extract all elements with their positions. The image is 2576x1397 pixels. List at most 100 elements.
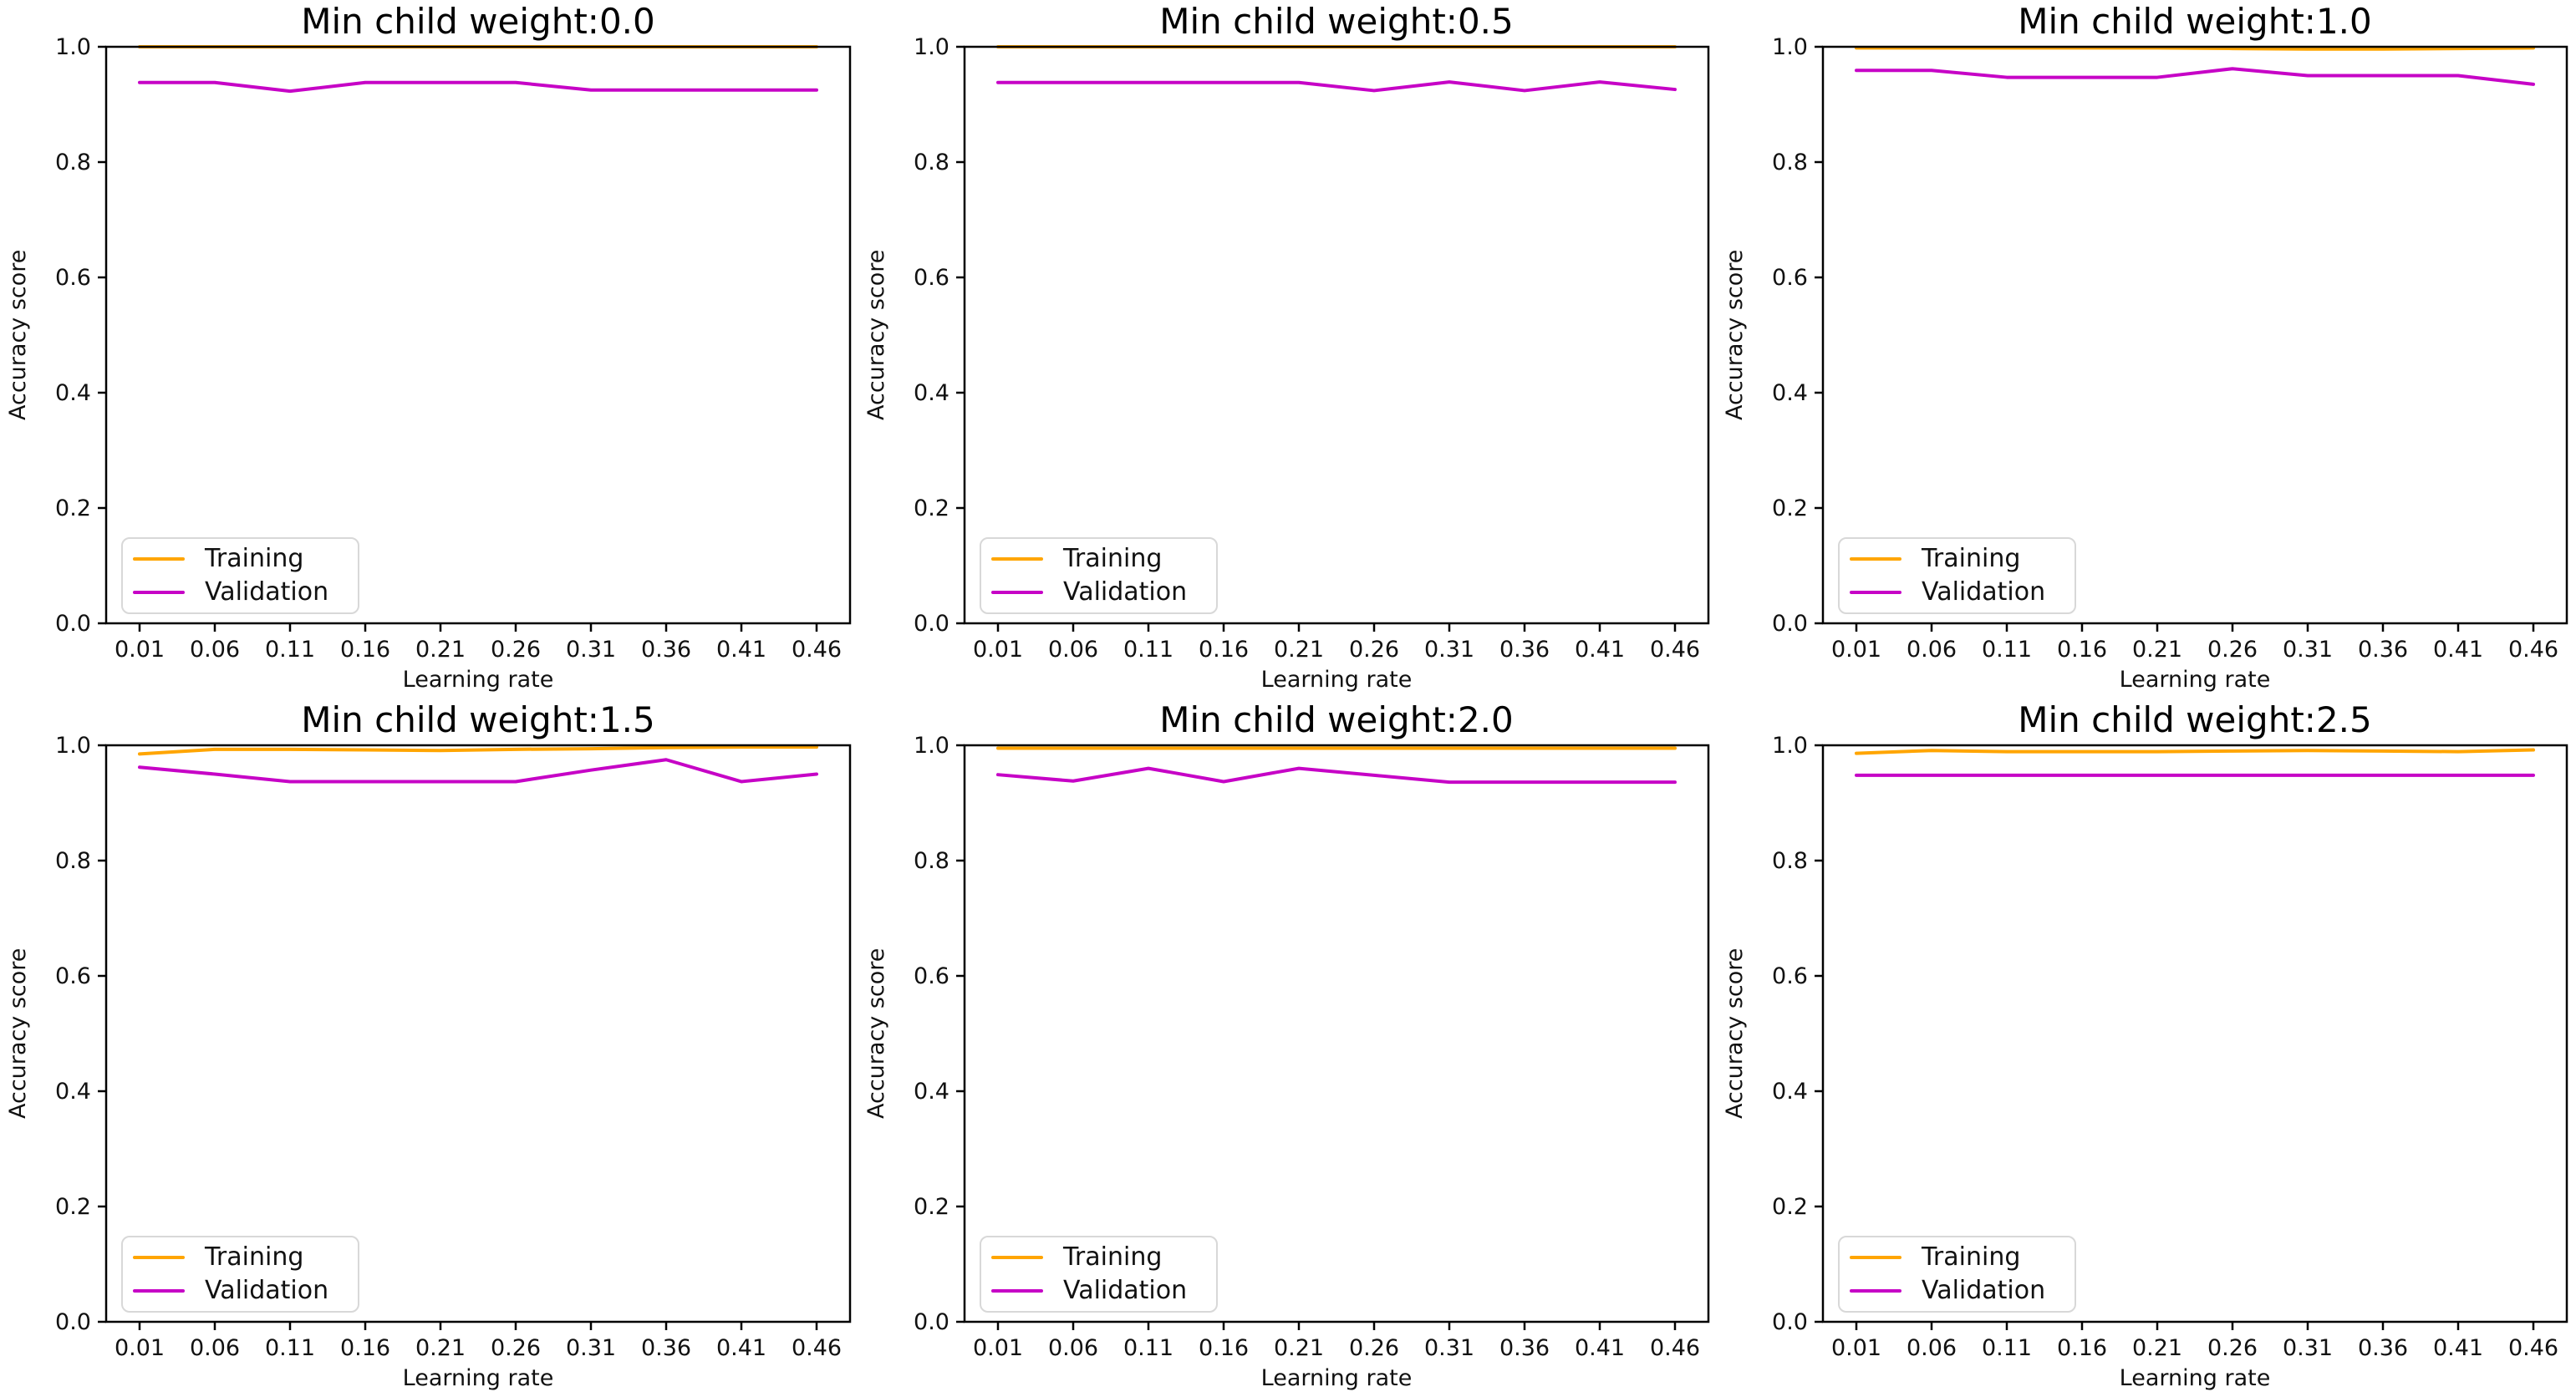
x-tick-label: 0.46 <box>792 637 842 663</box>
training-line <box>1855 748 2535 755</box>
y-tick-label: 0.6 <box>55 265 91 291</box>
x-tick-label: 0.06 <box>190 1335 240 1361</box>
x-tick-label: 0.26 <box>2207 637 2258 663</box>
x-tick-label: 0.31 <box>1424 1335 1474 1361</box>
x-axis-label: Learning rate <box>402 667 554 693</box>
x-tick-label: 0.01 <box>973 637 1023 663</box>
x-tick-label: 0.01 <box>1831 1335 1881 1361</box>
training-line-swatch <box>991 557 1043 561</box>
y-tick-label: 0.8 <box>55 150 91 175</box>
validation-line-swatch <box>133 590 185 594</box>
y-tick-label: 0.2 <box>1772 1194 1808 1220</box>
x-tick-label: 0.26 <box>2207 1335 2258 1361</box>
subplot-min-child-weight-1-5: Min child weight:1.5 Accuracy score 0.01… <box>0 698 858 1397</box>
x-tick-label: 0.06 <box>190 637 240 663</box>
y-tick-label: 1.0 <box>1772 34 1808 60</box>
y-tick-label: 0.0 <box>1772 1309 1808 1335</box>
x-tick-label: 0.21 <box>415 637 466 663</box>
y-tick-label: 0.6 <box>1772 265 1808 291</box>
x-tick-label: 0.06 <box>1907 637 1957 663</box>
x-tick-label: 0.16 <box>2057 637 2107 663</box>
plot-border <box>104 744 852 1323</box>
plot-area: 0.01 0.06 0.11 0.16 0.21 0.26 0.31 0.36 0.41 0.46… <box>914 733 1710 1361</box>
x-tick-label: 0.11 <box>1123 637 1173 663</box>
y-tick-label: 1.0 <box>914 733 949 759</box>
x-tick-label: 0.16 <box>340 1335 390 1361</box>
x-tick-label: 0.41 <box>1575 637 1625 663</box>
legend: Training Validation <box>1838 1236 2076 1313</box>
y-tick-label: 0.8 <box>1772 848 1808 874</box>
x-tick-label: 0.16 <box>2057 1335 2107 1361</box>
validation-line <box>138 758 818 784</box>
x-tick-label: 0.46 <box>1650 637 1700 663</box>
chart-title: Min child weight:2.0 <box>1159 699 1514 740</box>
training-line <box>138 745 818 756</box>
x-tick-label: 0.01 <box>115 1335 165 1361</box>
subplot-min-child-weight-1-0: Min child weight:1.0 Accuracy score 0.01… <box>1717 0 2575 698</box>
plot-border <box>1821 744 2568 1323</box>
x-tick-label: 0.31 <box>2283 637 2333 663</box>
legend: Training Validation <box>1838 537 2076 614</box>
legend-entry-training: Training <box>133 546 358 572</box>
y-tick-label: 0.4 <box>55 1079 91 1105</box>
plot-area: 0.01 0.06 0.11 0.16 0.21 0.26 0.31 0.36 0.41 0.46… <box>914 34 1710 663</box>
x-tick-label: 0.26 <box>491 637 541 663</box>
legend-label-validation: Validation <box>1063 1275 1188 1305</box>
x-tick-label: 0.36 <box>1499 1335 1550 1361</box>
legend-label-training: Training <box>205 1242 304 1273</box>
legend-entry-validation: Validation <box>1850 1278 2075 1303</box>
training-line-swatch <box>1850 1256 1901 1260</box>
validation-line <box>996 80 1677 93</box>
y-tick-label: 0.4 <box>1772 380 1808 406</box>
x-tick-label: 0.11 <box>265 1335 315 1361</box>
validation-line-swatch <box>1850 1288 1901 1293</box>
y-tick-label: 0.2 <box>1772 495 1808 521</box>
y-tick-label: 0.6 <box>914 963 949 989</box>
subplot-min-child-weight-2-0: Min child weight:2.0 Accuracy score 0.01… <box>858 698 1717 1397</box>
y-tick-label: 0.2 <box>55 1194 91 1220</box>
x-tick-label: 0.41 <box>2433 1335 2483 1361</box>
x-tick-label: 0.16 <box>340 637 390 663</box>
legend-entry-training: Training <box>991 1245 1216 1270</box>
y-tick-label: 0.2 <box>914 1194 949 1220</box>
x-tick-label: 0.31 <box>1424 637 1474 663</box>
y-tick-label: 0.4 <box>914 380 949 406</box>
x-tick-label: 0.11 <box>1982 1335 2032 1361</box>
plot-area: 0.01 0.06 0.11 0.16 0.21 0.26 0.31 0.36 0.41 0.46… <box>1772 34 2568 663</box>
legend-entry-training: Training <box>991 546 1216 572</box>
legend-label-validation: Validation <box>205 577 329 607</box>
y-tick-label: 0.8 <box>914 848 949 874</box>
subplot-min-child-weight-2-5: Min child weight:2.5 Accuracy score 0.01… <box>1717 698 2575 1397</box>
x-tick-label: 0.31 <box>566 637 616 663</box>
chart-title: Min child weight:0.5 <box>1159 1 1514 42</box>
chart-title: Min child weight:1.0 <box>2018 1 2372 42</box>
legend: Training Validation <box>121 1236 359 1313</box>
x-axis-label: Learning rate <box>402 1365 554 1391</box>
subplot-min-child-weight-0-5: Min child weight:0.5 Accuracy score 0.01… <box>858 0 1717 698</box>
validation-line <box>1855 67 2535 86</box>
x-tick-label: 0.46 <box>2508 637 2558 663</box>
legend: Training Validation <box>121 537 359 614</box>
x-axis-label: Learning rate <box>1260 667 1413 693</box>
validation-line-swatch <box>991 590 1043 594</box>
x-tick-label: 0.26 <box>1349 1335 1399 1361</box>
x-tick-label: 0.26 <box>491 1335 541 1361</box>
y-tick-label: 0.8 <box>55 848 91 874</box>
legend-label-training: Training <box>1922 1242 2021 1273</box>
x-tick-label: 0.41 <box>2433 637 2483 663</box>
x-tick-label: 0.26 <box>1349 637 1399 663</box>
x-tick-label: 0.01 <box>973 1335 1023 1361</box>
legend-label-validation: Validation <box>205 1275 329 1305</box>
training-line-swatch <box>133 557 185 561</box>
subplot-min-child-weight-0-0: Min child weight:0.0 Accuracy score 0.01… <box>0 0 858 698</box>
legend: Training Validation <box>980 1236 1218 1313</box>
legend-label-training: Training <box>205 544 304 574</box>
y-tick-label: 0.6 <box>914 265 949 291</box>
y-tick-label: 0.4 <box>1772 1079 1808 1105</box>
y-tick-label: 0.0 <box>914 611 949 637</box>
y-tick-label: 0.4 <box>55 380 91 406</box>
legend-entry-validation: Validation <box>991 1278 1216 1303</box>
y-tick-label: 0.6 <box>55 963 91 989</box>
plot-area: 0.01 0.06 0.11 0.16 0.21 0.26 0.31 0.36 0.41 0.46… <box>1772 733 2568 1361</box>
x-tick-label: 0.31 <box>2283 1335 2333 1361</box>
